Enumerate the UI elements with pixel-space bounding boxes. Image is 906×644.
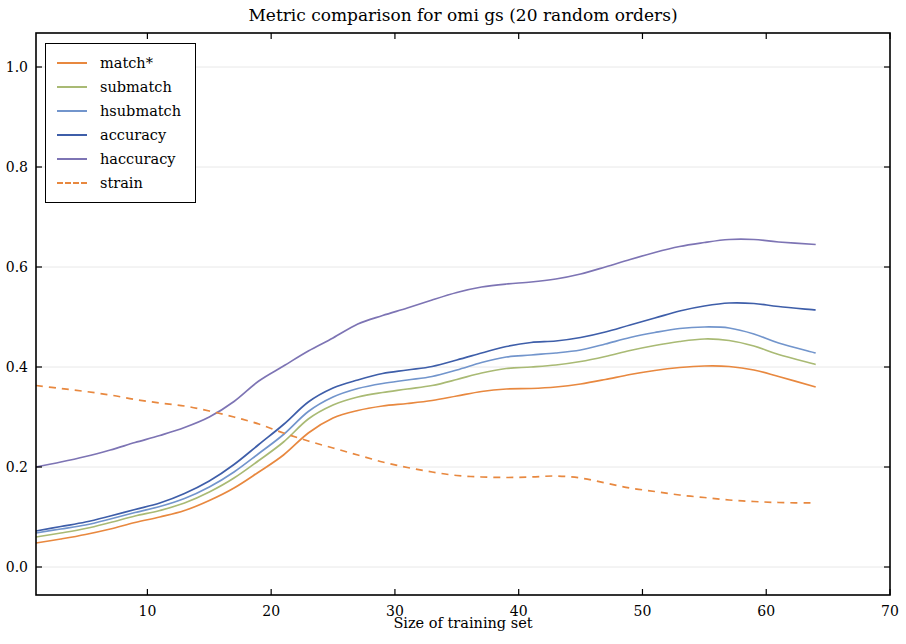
legend-line-sample: [57, 62, 87, 64]
x-axis-label: Size of training set: [36, 615, 890, 631]
y-tick-label: 0.2: [6, 459, 28, 475]
legend-item-hsubmatch: hsubmatch: [57, 99, 181, 123]
series-line-accuracy: [36, 303, 816, 531]
legend-item-label: accuracy: [100, 127, 166, 143]
legend-item-strain: strain: [57, 171, 181, 195]
figure: Metric comparison for omi gs (20 random …: [0, 0, 906, 644]
legend-item-match: match*: [57, 51, 181, 75]
legend-item-label: match*: [100, 55, 153, 71]
legend-item-haccuracy: haccuracy: [57, 147, 181, 171]
y-tick-label: 0.4: [6, 359, 28, 375]
series-line-match: [36, 366, 816, 543]
y-tick-label: 0.8: [6, 159, 28, 175]
y-tick-label: 1.0: [6, 59, 28, 75]
legend-line-sample: [57, 182, 87, 184]
y-tick-label: 0.0: [6, 559, 28, 575]
legend-item-label: haccuracy: [100, 151, 175, 167]
series-line-strain: [36, 386, 816, 504]
legend: match* submatch hsubmatch accuracy haccuracy…: [45, 43, 196, 203]
legend-item-label: hsubmatch: [100, 103, 181, 119]
legend-line-sample: [57, 158, 87, 160]
legend-line-sample: [57, 110, 87, 112]
legend-item-label: submatch: [100, 79, 172, 95]
y-tick-label: 0.6: [6, 259, 28, 275]
legend-line-sample: [57, 134, 87, 136]
series-line-hsubmatch: [36, 327, 816, 533]
legend-line-sample: [57, 86, 87, 88]
legend-item-submatch: submatch: [57, 75, 181, 99]
series-line-haccuracy: [36, 239, 816, 467]
legend-item-accuracy: accuracy: [57, 123, 181, 147]
legend-item-label: strain: [100, 175, 143, 191]
